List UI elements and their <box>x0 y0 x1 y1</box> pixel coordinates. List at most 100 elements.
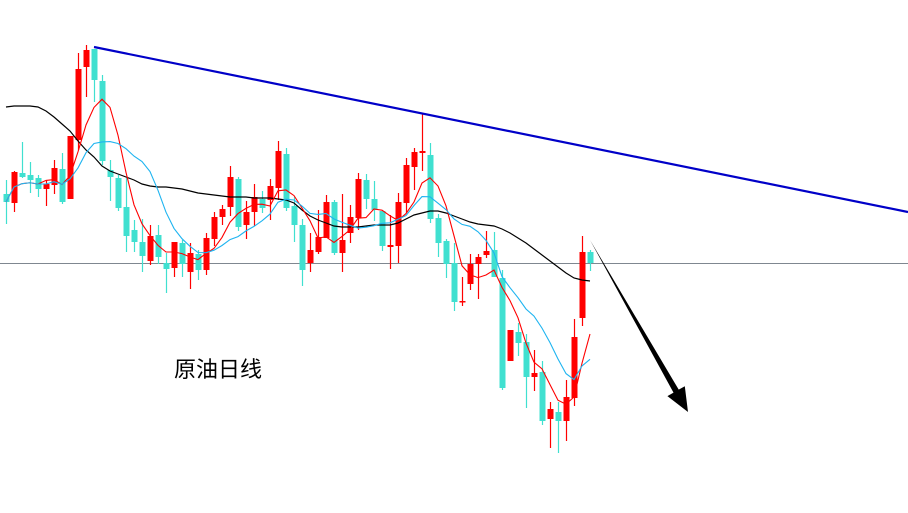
candle-body <box>3 194 10 202</box>
candle <box>347 205 354 243</box>
candle-body <box>43 184 50 189</box>
candle-body <box>147 236 154 261</box>
candle <box>307 233 314 272</box>
candle <box>67 136 74 199</box>
candle <box>323 195 330 238</box>
candle <box>179 240 186 277</box>
candle-body <box>491 250 498 277</box>
candle-body <box>227 177 234 207</box>
candle-body <box>83 50 90 67</box>
candle-body <box>387 245 394 247</box>
down-arrow-icon <box>590 240 688 412</box>
candle <box>523 334 530 408</box>
candle-body <box>563 397 570 421</box>
candle <box>355 173 362 230</box>
candle <box>331 200 338 255</box>
candle <box>563 380 570 441</box>
candle-body <box>467 264 474 284</box>
candle <box>475 254 482 299</box>
candle <box>187 243 194 289</box>
candle <box>459 277 466 306</box>
candle <box>403 158 410 213</box>
candle <box>259 191 266 213</box>
candle <box>371 181 378 221</box>
candle-body <box>523 342 530 377</box>
long-moving-average-line <box>5 105 591 282</box>
candle-body <box>187 253 194 272</box>
candle-body <box>259 199 266 208</box>
ma10-line <box>5 141 591 381</box>
candle <box>467 254 474 290</box>
candle-body <box>123 207 130 236</box>
candle <box>35 175 42 197</box>
candle-body <box>475 257 482 264</box>
candle <box>587 250 594 271</box>
candle <box>531 350 538 391</box>
candle <box>139 219 146 272</box>
candle <box>419 113 426 171</box>
candle-body <box>235 179 242 227</box>
candle-body <box>131 230 138 242</box>
candle-body <box>107 170 114 177</box>
candle-body <box>515 332 522 343</box>
candle-body <box>435 218 442 243</box>
candle <box>115 175 122 211</box>
candle-body <box>395 202 402 246</box>
candle-body <box>307 250 314 263</box>
candle <box>59 153 66 204</box>
candle <box>75 53 82 150</box>
candle <box>203 233 210 275</box>
candle-body <box>555 412 562 421</box>
candle-body <box>499 278 506 388</box>
candle <box>171 242 178 277</box>
candle-body <box>243 212 250 225</box>
candle-body <box>75 69 82 140</box>
candle-body <box>323 202 330 238</box>
candle <box>227 166 234 216</box>
candle-body <box>163 263 170 269</box>
candle <box>339 194 346 272</box>
candle <box>19 142 26 178</box>
candle <box>515 323 522 356</box>
candle-body <box>547 409 554 419</box>
candle-body <box>59 169 66 202</box>
candle <box>387 215 394 269</box>
candle-body <box>459 301 466 303</box>
candle-body <box>411 152 418 167</box>
candle <box>275 141 282 200</box>
candle <box>443 239 450 278</box>
candle <box>99 75 106 165</box>
candle <box>299 219 306 286</box>
candle <box>131 220 138 252</box>
candle-body <box>483 251 490 255</box>
candle-body <box>99 81 106 161</box>
candle <box>147 225 154 265</box>
candle <box>427 143 434 223</box>
candle-body <box>27 175 34 180</box>
candle-body <box>587 252 594 263</box>
candle <box>291 197 298 242</box>
candle-body <box>355 179 362 218</box>
candle <box>195 250 202 280</box>
candle-body <box>195 254 202 270</box>
candle <box>123 178 130 252</box>
candle-body <box>531 373 538 377</box>
candle-body <box>283 154 290 208</box>
candle-body <box>451 263 458 302</box>
candle <box>483 231 490 258</box>
ma5-line <box>5 98 591 405</box>
candle <box>107 160 114 201</box>
candle <box>539 361 546 425</box>
candle-body <box>315 237 322 252</box>
candle <box>91 49 98 102</box>
candle-body <box>219 209 226 217</box>
candle-body <box>571 337 578 398</box>
candle <box>555 402 562 453</box>
candle <box>243 201 250 239</box>
candle-body <box>371 199 378 210</box>
candle-body <box>331 202 338 253</box>
candle <box>83 45 90 97</box>
candle <box>547 402 554 448</box>
candle <box>451 243 458 311</box>
candle <box>579 236 586 326</box>
